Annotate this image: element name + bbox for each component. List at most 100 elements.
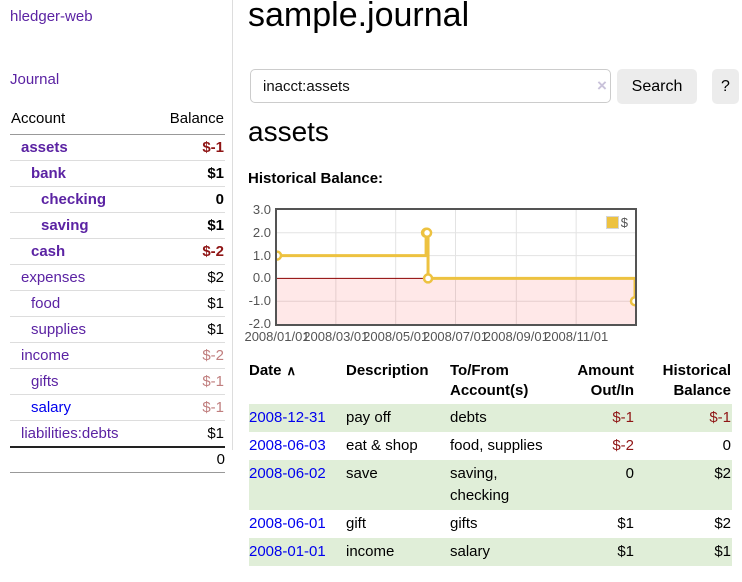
account-link-cash[interactable]: cash — [31, 243, 66, 260]
transaction-balance: $-1 — [709, 409, 731, 426]
register-row: 2008-06-02 save saving, checking 0 $2 — [249, 460, 732, 510]
account-row: liabilities:debts $1 — [10, 420, 225, 447]
account-balance: $-2 — [151, 238, 225, 265]
sort-asc-icon: ∧ — [286, 363, 297, 378]
account-link-bank[interactable]: bank — [31, 165, 67, 182]
transaction-date-link[interactable]: 2008-01-01 — [249, 543, 326, 560]
account-balance: $-2 — [151, 342, 225, 369]
balance-chart[interactable]: $ — [275, 208, 637, 326]
register-header-description: Description — [346, 362, 429, 379]
transaction-amount: $-1 — [612, 409, 634, 426]
chart-heading: Historical Balance: — [248, 170, 384, 187]
account-heading: assets — [248, 116, 329, 147]
chart-ytick-label: 0.0 — [252, 270, 271, 286]
chart-ytick-label: -1.0 — [248, 293, 271, 309]
chart-svg — [277, 210, 635, 324]
accounts-header-account: Account — [10, 106, 152, 135]
chart-xtick-label: 2008/01/01 — [244, 329, 310, 344]
account-row: saving $1 — [10, 212, 225, 239]
register-table: Date ∧ Description To/From Account(s) Amo… — [249, 358, 732, 566]
chart-ytick-label: -2.0 — [248, 316, 271, 331]
transaction-description: eat & shop — [346, 437, 418, 454]
account-row: cash $-2 — [10, 238, 225, 265]
chart-ytick-label: 2.0 — [252, 224, 271, 240]
transaction-amount: $1 — [617, 515, 634, 532]
transaction-description: pay off — [346, 409, 391, 426]
account-balance: $-1 — [151, 368, 225, 395]
register-row: 2008-06-01 gift gifts $1 $2 — [249, 510, 732, 538]
legend-swatch — [605, 216, 619, 229]
register-header-balance: Historical Balance — [662, 362, 731, 399]
account-row: income $-2 — [10, 342, 225, 369]
register-row: 2008-01-01 income salary $1 $1 — [249, 538, 732, 566]
account-row: checking 0 — [10, 186, 225, 213]
accounts-table: Account Balance assets $-1 bank $1 checkin… — [10, 106, 225, 473]
account-balance: $2 — [151, 264, 225, 291]
account-row: expenses $2 — [10, 264, 225, 291]
register-header-date: Date ∧ — [249, 362, 297, 379]
account-balance: $-1 — [151, 394, 225, 421]
transaction-accounts: gifts — [450, 515, 478, 532]
transaction-accounts: saving, checking — [450, 465, 510, 504]
chart-xtick-label: 2008/05/01 — [363, 329, 429, 344]
account-row: bank $1 — [10, 160, 225, 187]
transaction-balance: $2 — [714, 465, 731, 482]
transaction-date-link[interactable]: 2008-06-01 — [249, 515, 326, 532]
sidebar-item-journal[interactable]: Journal — [10, 71, 60, 88]
account-link-food[interactable]: food — [31, 295, 61, 312]
search-input[interactable] — [250, 69, 611, 103]
transaction-balance: 0 — [722, 437, 731, 454]
account-link-liabilities-debts[interactable]: liabilities:debts — [21, 425, 119, 442]
register-header-amount: Amount Out/In — [577, 362, 634, 399]
account-row: supplies $1 — [10, 316, 225, 343]
accounts-header-balance: Balance — [151, 106, 225, 135]
account-balance: $1 — [151, 160, 225, 187]
brand-link[interactable]: hledger-web — [10, 8, 93, 25]
legend-label: $ — [620, 215, 628, 230]
transaction-date-link[interactable]: 2008-06-03 — [249, 437, 326, 454]
transaction-balance: $2 — [714, 515, 731, 532]
clear-search-icon[interactable]: × — [597, 76, 607, 95]
transaction-amount: 0 — [625, 465, 634, 482]
account-link-checking[interactable]: checking — [41, 191, 107, 208]
account-link-gifts[interactable]: gifts — [31, 373, 59, 390]
sidebar: hledger-web Journal Account Balance asse… — [0, 0, 233, 473]
account-balance: $-1 — [202, 139, 224, 156]
account-link-supplies[interactable]: supplies — [31, 321, 87, 338]
chart-legend: $ — [603, 214, 630, 231]
accounts-total-row: 0 — [10, 446, 225, 473]
account-balance: $1 — [151, 212, 225, 239]
transaction-balance: $1 — [714, 543, 731, 560]
search-button[interactable]: Search — [617, 69, 697, 104]
main-content: sample.journal × Search ? assets Histori… — [244, 0, 742, 582]
account-link-expenses[interactable]: expenses — [21, 269, 86, 286]
transaction-date-link[interactable]: 2008-12-31 — [249, 409, 326, 426]
account-row: salary $-1 — [10, 394, 225, 421]
transaction-description: gift — [346, 515, 367, 532]
account-link-income[interactable]: income — [21, 347, 70, 364]
transaction-amount: $-2 — [612, 437, 634, 454]
accounts-total-value: 0 — [151, 446, 225, 473]
transaction-date-link[interactable]: 2008-06-02 — [249, 465, 326, 482]
account-row: gifts $-1 — [10, 368, 225, 395]
account-link-salary[interactable]: salary — [31, 399, 72, 416]
register-header-accounts: To/From Account(s) — [450, 362, 529, 399]
account-link-saving[interactable]: saving — [41, 217, 89, 234]
help-button[interactable]: ? — [712, 69, 739, 104]
account-row: food $1 — [10, 290, 225, 317]
account-balance: $1 — [151, 420, 225, 447]
register-row: 2008-12-31 pay off debts $-1 $-1 — [249, 404, 732, 432]
account-row: assets $-1 — [10, 135, 225, 161]
chart-xtick-label: 2008/07/01 — [422, 329, 489, 344]
account-link-assets[interactable]: assets — [21, 139, 68, 156]
transaction-description: income — [346, 543, 395, 560]
chart-xtick-label: 2008/09/01 — [483, 329, 549, 344]
transaction-accounts: food, supplies — [450, 437, 543, 454]
account-balance: $1 — [151, 290, 225, 317]
transaction-description: save — [346, 465, 378, 482]
transaction-amount: $1 — [617, 543, 634, 560]
transaction-accounts: debts — [450, 409, 487, 426]
account-balance: $1 — [151, 316, 225, 343]
chart-xtick-label: 2008/11/01 — [544, 329, 609, 344]
